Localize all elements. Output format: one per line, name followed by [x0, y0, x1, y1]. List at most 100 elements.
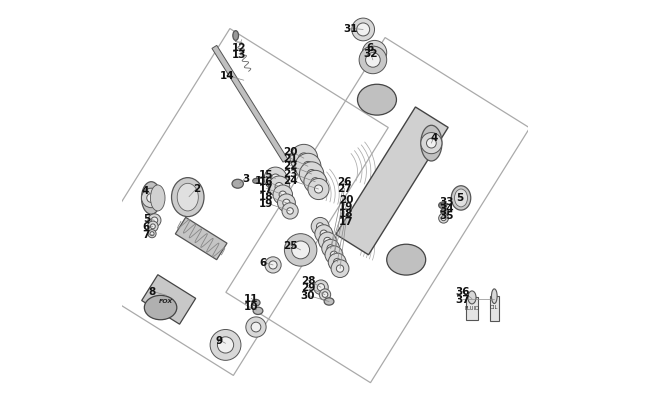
Circle shape — [307, 170, 316, 179]
Circle shape — [352, 19, 374, 42]
Circle shape — [314, 280, 328, 295]
Text: 5: 5 — [143, 214, 150, 224]
Circle shape — [308, 179, 329, 200]
Circle shape — [279, 192, 287, 199]
Polygon shape — [142, 275, 196, 324]
Text: 34: 34 — [439, 204, 454, 213]
Text: 2: 2 — [194, 183, 201, 193]
Circle shape — [317, 223, 324, 230]
Text: 25: 25 — [283, 240, 298, 250]
Text: 27: 27 — [337, 184, 352, 194]
Polygon shape — [212, 46, 288, 163]
Text: 11: 11 — [244, 294, 258, 303]
Text: 32: 32 — [363, 49, 378, 59]
Circle shape — [311, 218, 329, 236]
Circle shape — [421, 133, 442, 154]
Text: 29: 29 — [301, 283, 315, 292]
Text: 35: 35 — [439, 211, 454, 220]
Ellipse shape — [439, 202, 447, 209]
Ellipse shape — [172, 178, 204, 217]
Text: 4: 4 — [142, 185, 150, 195]
Circle shape — [330, 252, 337, 259]
Ellipse shape — [253, 179, 259, 184]
Text: 16: 16 — [259, 177, 274, 186]
Circle shape — [269, 261, 277, 269]
Circle shape — [151, 217, 158, 224]
Text: 3: 3 — [242, 173, 250, 183]
Circle shape — [283, 200, 290, 207]
Circle shape — [278, 194, 295, 212]
Circle shape — [318, 232, 336, 250]
Circle shape — [311, 178, 319, 186]
Circle shape — [369, 47, 381, 60]
Text: 13: 13 — [231, 50, 246, 60]
Circle shape — [315, 185, 322, 194]
Ellipse shape — [454, 190, 467, 207]
Circle shape — [147, 194, 156, 203]
Text: 6: 6 — [367, 43, 374, 53]
Circle shape — [439, 214, 448, 224]
Text: OIL: OIL — [490, 305, 499, 309]
Circle shape — [441, 216, 446, 221]
Text: 7: 7 — [142, 229, 150, 239]
Circle shape — [292, 241, 309, 259]
Circle shape — [333, 259, 341, 266]
Text: 17: 17 — [339, 216, 354, 226]
Text: 22: 22 — [283, 161, 298, 171]
Circle shape — [268, 177, 290, 198]
Circle shape — [426, 139, 436, 149]
Circle shape — [362, 41, 387, 66]
Text: 8: 8 — [149, 287, 156, 296]
Circle shape — [148, 214, 161, 227]
Text: FLUID: FLUID — [465, 305, 480, 310]
Text: 5: 5 — [456, 193, 463, 202]
Circle shape — [295, 154, 321, 180]
Ellipse shape — [253, 307, 263, 315]
Ellipse shape — [421, 126, 442, 162]
Circle shape — [142, 189, 161, 208]
Circle shape — [319, 289, 331, 301]
Circle shape — [298, 153, 309, 164]
Circle shape — [303, 162, 313, 172]
Text: 6: 6 — [259, 258, 267, 267]
Polygon shape — [466, 297, 478, 320]
Circle shape — [357, 24, 370, 37]
Circle shape — [331, 260, 349, 278]
Text: 31: 31 — [343, 24, 358, 34]
Circle shape — [148, 222, 158, 232]
Circle shape — [148, 230, 156, 238]
Ellipse shape — [142, 182, 161, 215]
Text: 10: 10 — [244, 301, 258, 311]
Text: 9: 9 — [216, 335, 223, 345]
Circle shape — [282, 203, 298, 220]
Circle shape — [325, 246, 343, 264]
Text: 24: 24 — [283, 176, 298, 185]
Text: 19: 19 — [259, 198, 273, 208]
Text: 26: 26 — [337, 177, 352, 186]
Circle shape — [285, 234, 317, 266]
Ellipse shape — [232, 180, 243, 189]
Circle shape — [300, 162, 324, 187]
Text: 15: 15 — [259, 169, 274, 179]
Circle shape — [322, 240, 339, 258]
Ellipse shape — [177, 184, 198, 211]
Circle shape — [210, 330, 241, 360]
Circle shape — [275, 183, 283, 191]
Text: 14: 14 — [220, 71, 234, 81]
Circle shape — [336, 265, 344, 273]
Circle shape — [327, 245, 334, 252]
Circle shape — [264, 168, 287, 190]
Circle shape — [246, 317, 266, 337]
Text: 21: 21 — [283, 154, 298, 164]
Ellipse shape — [441, 209, 449, 215]
Text: 20: 20 — [283, 147, 298, 157]
Ellipse shape — [144, 296, 177, 320]
Polygon shape — [176, 218, 227, 260]
Ellipse shape — [451, 186, 471, 211]
Circle shape — [150, 224, 155, 229]
Ellipse shape — [468, 291, 476, 304]
Text: 18: 18 — [339, 209, 354, 219]
Circle shape — [150, 232, 154, 236]
Circle shape — [251, 322, 261, 332]
Ellipse shape — [358, 85, 396, 116]
